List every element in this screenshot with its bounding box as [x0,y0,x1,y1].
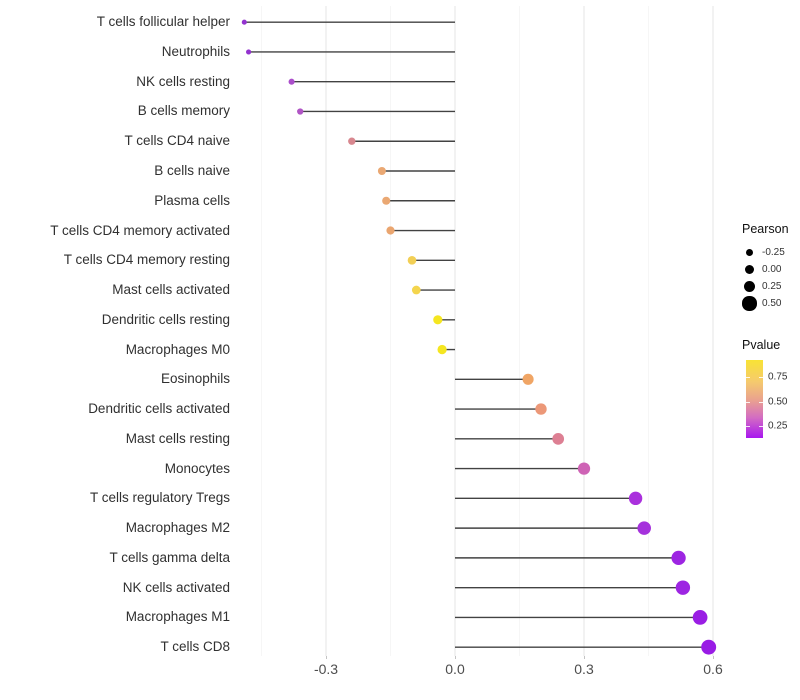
x-axis-tick [326,656,327,659]
y-axis-label: Mast cells resting [125,430,230,446]
pvalue-colorbar-tickmark [759,377,763,379]
lollipop-point [675,580,691,595]
pvalue-color-legend: Pvalue 0.75 0.50 0.25 [742,338,800,438]
y-axis-label: Dendritic cells resting [101,311,230,327]
lollipop-point [628,491,643,506]
y-axis-label: Macrophages M0 [125,341,230,357]
x-axis-tick-label: 0.0 [445,661,465,677]
pearson-legend-label: 0.25 [762,281,782,292]
x-axis-tick-label: -0.3 [313,661,339,677]
y-axis-label: T cells CD4 memory resting [63,252,230,268]
pearson-legend-item: 0.00 [742,261,800,278]
lollipop-point [535,403,547,415]
lollipop-point [577,462,591,475]
pearson-legend-item: -0.25 [742,244,800,261]
pvalue-colorbar-tick-label: 0.25 [768,420,788,432]
lollipop-point [288,78,295,85]
lollipop-point [692,610,708,625]
y-axis-label: T cells regulatory Tregs [89,490,230,506]
y-axis-label: T cells gamma delta [109,549,230,565]
lollipop-point [437,344,447,355]
lollipop-point [348,137,356,145]
y-axis-label: NK cells resting [136,73,230,89]
pearson-legend-item: 0.50 [742,295,800,312]
x-axis-tick [713,656,714,659]
y-axis-label: T cells CD8 [160,639,230,655]
y-axis-label: Macrophages M1 [125,609,230,625]
y-axis-label: Eosinophils [160,371,230,387]
x-axis-tick [584,656,585,659]
pearson-legend-dot-icon [745,248,754,257]
y-axis-label: B cells memory [137,103,230,119]
pvalue-colorbar-wrap: 0.75 0.50 0.25 [742,360,800,438]
pearson-legend-label: -0.25 [762,247,785,258]
pvalue-colorbar-tickmark [746,377,750,379]
x-axis-tick [455,656,456,659]
lollipop-point [241,19,247,25]
lollipop-point [552,432,565,445]
pearson-legend-key [742,279,757,294]
pearson-legend-dot-icon [742,296,757,311]
lollipop-point [386,226,395,235]
pvalue-colorbar-tickmark [759,402,763,404]
pvalue-colorbar-tick-label: 0.50 [768,396,788,408]
lollipop-point [407,255,417,265]
pearson-legend-item: 0.25 [742,278,800,295]
y-axis-label: T cells CD4 memory activated [50,222,230,238]
lollipop-point [246,49,252,55]
y-axis-label: T cells CD4 naive [124,133,230,149]
pearson-legend-key [742,296,757,311]
lollipop-point [411,285,421,295]
lollipop-point [297,108,304,115]
plot-panel [241,6,717,656]
pvalue-colorbar-tickmark [746,426,750,428]
pearson-legend-title: Pearson [742,222,789,236]
y-axis-label: Monocytes [164,460,230,476]
lollipop-point [522,373,534,385]
pearson-legend-label: 0.50 [762,298,782,309]
lollipop-point [637,521,651,535]
pearson-legend-key [742,262,757,277]
lollipop-point [433,315,443,325]
lollipop-point [377,167,386,175]
pearson-legend-items: -0.25 0.00 0.25 0.50 [742,244,800,312]
legend: Pearson -0.25 0.00 0.25 0.50 Pvalue 0.75 0.5… [742,222,800,438]
y-axis-label: Neutrophils [161,43,230,59]
y-axis-label: T cells follicular helper [96,14,230,30]
lollipop-point [382,196,391,205]
y-axis-label: B cells naive [154,163,230,178]
lollipop-point [671,550,686,566]
pvalue-colorbar-tickmark [759,426,763,428]
pvalue-colorbar-tickmark [746,402,750,404]
y-axis-label: NK cells activated [122,579,230,595]
y-axis-label: Dendritic cells activated [88,401,230,417]
x-axis-tick-label: 0.6 [703,661,723,677]
pearson-legend-key [742,245,757,260]
y-axis-labels: T cells follicular helper Neutrophils NK c… [0,0,230,700]
pvalue-legend-title: Pvalue [742,338,781,352]
pvalue-colorbar [746,360,763,438]
y-axis-label: Mast cells activated [112,282,230,298]
x-axis-tick-label: 0.3 [574,661,594,677]
pearson-legend-label: 0.00 [762,264,782,275]
y-axis-label: Plasma cells [154,192,230,208]
lollipop-point [701,639,717,655]
pearson-legend-dot-icon [744,264,755,275]
pearson-legend-dot-icon [743,280,756,293]
pvalue-colorbar-tick-label: 0.75 [768,371,788,383]
pearson-size-legend: Pearson -0.25 0.00 0.25 0.50 [742,222,800,312]
y-axis-label: Macrophages M2 [125,520,230,536]
